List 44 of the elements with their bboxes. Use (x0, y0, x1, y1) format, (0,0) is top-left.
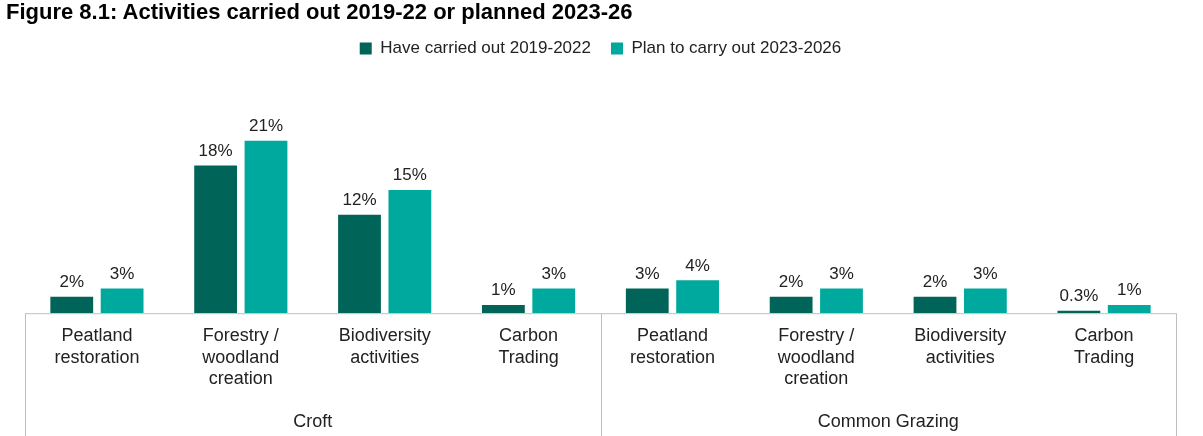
bar (388, 190, 432, 314)
bar (676, 280, 720, 314)
data-label: 3% (109, 263, 135, 283)
data-label: 1% (491, 280, 516, 300)
x-tick-label: Forestry / woodland creation (201, 324, 280, 389)
bar (244, 140, 288, 314)
chart-title: Figure 8.1: Activities carried out 2019-22 or planned 2023-26 (6, 0, 633, 25)
data-label: 3% (829, 263, 854, 283)
x-tick-label: Peatland restoration (629, 324, 715, 367)
legend-label: Plan to carry out 2023-2026 (631, 38, 842, 58)
bar (50, 296, 94, 314)
bar (1107, 304, 1151, 314)
bar (338, 214, 381, 314)
data-label: 1% (1116, 280, 1142, 300)
data-label: 12% (342, 189, 377, 209)
data-label: 0.3% (1059, 285, 1099, 305)
x-tick-label: Forestry / woodland creation (776, 324, 855, 389)
x-tick-label: Carbon Trading (498, 324, 559, 367)
x-tick-label: Carbon Trading (1073, 324, 1135, 367)
data-label: 2% (778, 271, 804, 291)
text: Common Grazing (817, 410, 959, 431)
bar (820, 288, 863, 314)
data-label: 2% (922, 271, 948, 291)
x-tick-label: Peatland restoration (54, 324, 140, 367)
data-label: 2% (59, 271, 85, 291)
bar (532, 288, 576, 314)
data-label: 18% (198, 140, 233, 160)
data-label: 3% (973, 263, 998, 283)
legend-label: Have carried out 2019-2022 (380, 38, 591, 58)
x-tick-label: Biodiversity activities (914, 324, 1007, 367)
data-label: 3% (541, 263, 567, 283)
bar (481, 304, 525, 314)
data-label: 21% (248, 116, 284, 136)
data-label: 15% (392, 165, 427, 185)
data-label: 4% (685, 255, 710, 275)
data-label: 3% (634, 263, 660, 283)
bar (769, 296, 813, 314)
bar (963, 288, 1007, 314)
bar (625, 288, 669, 314)
bar (913, 296, 957, 314)
bar (194, 165, 238, 314)
text: Croft (293, 410, 333, 431)
bar (100, 288, 144, 314)
x-tick-label: Biodiversity activities (338, 324, 431, 367)
